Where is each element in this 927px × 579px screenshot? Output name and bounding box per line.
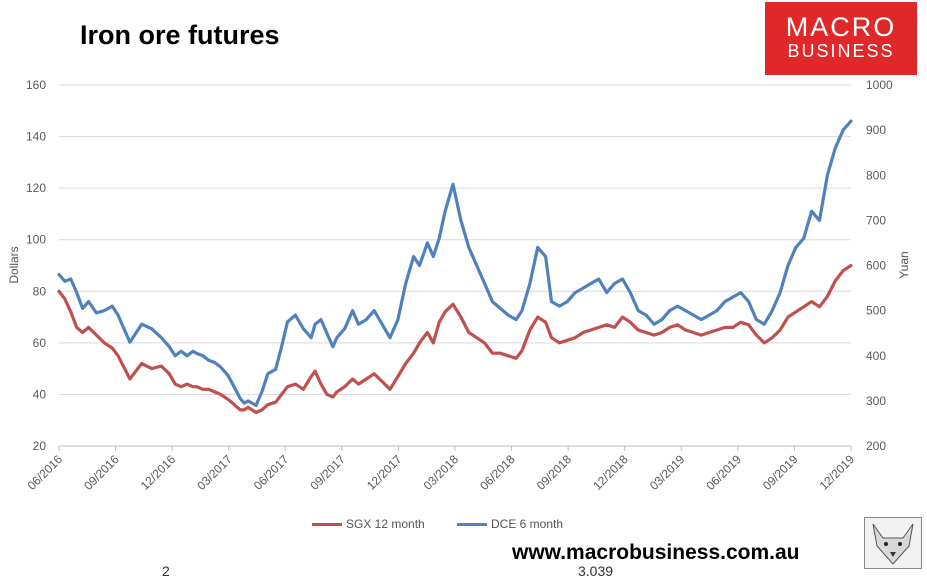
y2-tick-label: 1000	[866, 78, 893, 92]
x-tick-label: 06/2017	[251, 452, 292, 493]
series-layer	[57, 119, 853, 415]
right-axis-ticks: 200 300 400 500 600 700 800 900 1000	[866, 78, 893, 453]
x-tick-label: 06/2018	[477, 452, 518, 493]
x-tick-label: 09/2018	[534, 452, 575, 493]
y-tick-label: 20	[33, 439, 47, 453]
x-tick-label: 12/2018	[590, 452, 631, 493]
x-tick-label: 06/2016	[25, 452, 66, 493]
x-tick-label: 09/2017	[307, 452, 348, 493]
y2-tick-label: 400	[866, 349, 886, 363]
series-line-dce	[57, 119, 853, 407]
y2-tick-label: 800	[866, 168, 886, 182]
y2-tick-label: 300	[866, 394, 886, 408]
x-tick-label: 03/2018	[421, 452, 462, 493]
y-tick-label: 60	[33, 336, 47, 350]
chart-title: Iron ore futures	[80, 20, 280, 50]
legend-swatch-dce	[457, 523, 487, 527]
wolf-logo	[864, 517, 922, 569]
gridlines	[59, 84, 851, 395]
logo-line-business: BUSINESS	[787, 41, 895, 61]
x-tick-label: 03/2017	[194, 452, 235, 493]
y2-tick-label: 500	[866, 304, 886, 318]
y2-tick-label: 200	[866, 439, 886, 453]
x-tick-label: 12/2016	[138, 452, 179, 493]
stray-text-left: 2	[162, 563, 170, 579]
x-axis-ticks: 06/2016 09/2016 12/2016 03/2017 06/2017 09/20…	[25, 446, 858, 493]
legend-label-dce: DCE 6 month	[491, 517, 564, 531]
x-tick-label: 12/2017	[364, 452, 405, 493]
legend-item-dce: DCE 6 month	[457, 517, 563, 531]
series-line-sgx	[57, 263, 853, 415]
y-tick-label: 140	[26, 130, 46, 144]
website-url: www.macrobusiness.com.au	[512, 541, 800, 564]
legend-item-sgx: SGX 12 month	[312, 517, 425, 531]
y2-tick-label: 600	[866, 259, 886, 273]
y-tick-label: 160	[26, 78, 46, 92]
legend-swatch-sgx	[312, 523, 342, 527]
x-tick-label: 03/2019	[647, 452, 688, 493]
stray-text-right: 3.039	[578, 563, 614, 579]
logo-line-macro: MACRO	[785, 12, 897, 42]
y-tick-label: 120	[26, 181, 46, 195]
y-axis-label: Dollars	[7, 246, 21, 283]
legend-label-sgx: SGX 12 month	[346, 517, 425, 531]
x-tick-label: 06/2019	[703, 452, 744, 493]
left-axis-ticks: 20 40 60 80 100 120 140 160	[26, 78, 46, 453]
y-tick-label: 40	[33, 387, 47, 401]
y-tick-label: 100	[26, 233, 46, 247]
y-tick-label: 80	[33, 284, 47, 298]
x-tick-label: 09/2016	[81, 452, 122, 493]
x-tick-label: 12/2019	[817, 452, 858, 493]
macrobusiness-logo: MACRO BUSINESS	[765, 2, 917, 75]
y2-tick-label: 900	[866, 123, 886, 137]
y2-tick-label: 700	[866, 213, 886, 227]
x-tick-label: 09/2019	[760, 452, 801, 493]
wolf-icon	[872, 523, 914, 565]
y2-axis-label: Yuan	[897, 251, 911, 278]
